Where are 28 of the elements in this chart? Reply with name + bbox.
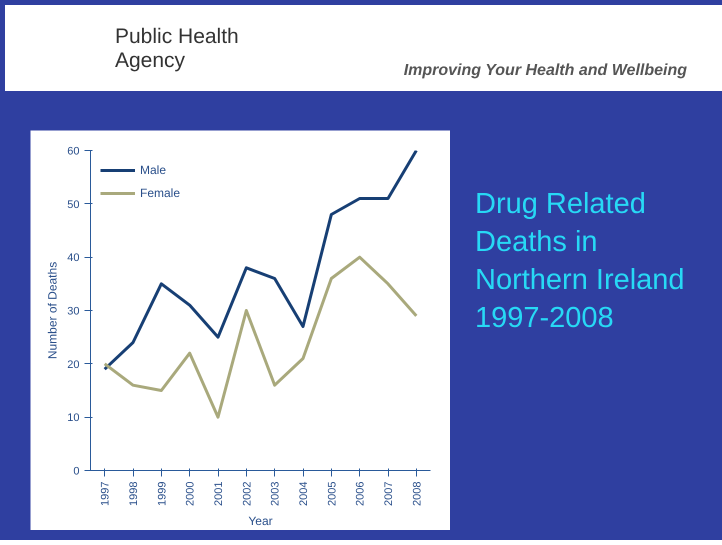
x-tick-label: 2003 — [270, 481, 282, 506]
text: Drug Related Deaths in Northern Ireland 1997-2008 — [475, 187, 686, 336]
x-tick-label: 1999 — [156, 481, 168, 506]
x-tick-label: 2005 — [326, 481, 338, 506]
legend-label: Female — [140, 186, 180, 200]
x-tick-label: 2008 — [411, 481, 424, 506]
x-tick-label: 2000 — [184, 481, 197, 506]
x-tick-label: 2007 — [383, 481, 395, 506]
legend-label: Male — [140, 163, 166, 177]
y-tick-label: 10 — [67, 412, 80, 424]
x-tick-label: 2004 — [298, 481, 310, 506]
x-tick-label: 1997 — [100, 481, 112, 506]
y-tick-label: 50 — [67, 198, 80, 211]
x-axis-title: Year — [248, 514, 273, 528]
y-tick-label: 60 — [67, 146, 80, 158]
y-tick-label: 30 — [67, 306, 80, 318]
text: Public Health Agency — [115, 25, 240, 73]
x-tick-label: 2001 — [213, 481, 225, 506]
line-series — [103, 150, 418, 371]
line-series — [103, 256, 418, 419]
x-tick-label: 2002 — [241, 481, 254, 506]
y-tick-label: 20 — [67, 358, 80, 371]
y-axis-title: Number of Deaths — [45, 262, 60, 360]
x-tick-label: 2006 — [354, 481, 367, 506]
y-tick-label: 40 — [67, 252, 80, 264]
text: Improving Your Health and Wellbeing — [404, 61, 687, 81]
y-tick-label: 0 — [73, 466, 80, 478]
x-tick-label: 1998 — [128, 481, 140, 506]
